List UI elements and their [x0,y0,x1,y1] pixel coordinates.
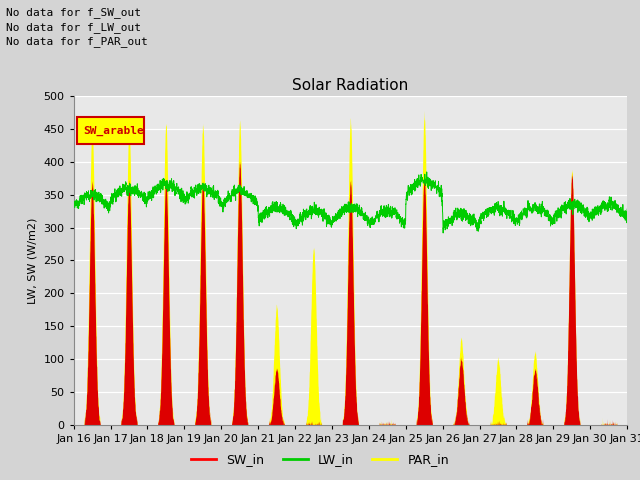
Title: Solar Radiation: Solar Radiation [292,78,408,94]
Text: No data for f_LW_out: No data for f_LW_out [6,22,141,33]
Text: No data for f_SW_out: No data for f_SW_out [6,7,141,18]
Y-axis label: LW, SW (W/m2): LW, SW (W/m2) [28,217,38,303]
Text: SW_arable: SW_arable [83,125,144,136]
Text: No data for f_PAR_out: No data for f_PAR_out [6,36,148,47]
Legend: SW_in, LW_in, PAR_in: SW_in, LW_in, PAR_in [186,448,454,471]
